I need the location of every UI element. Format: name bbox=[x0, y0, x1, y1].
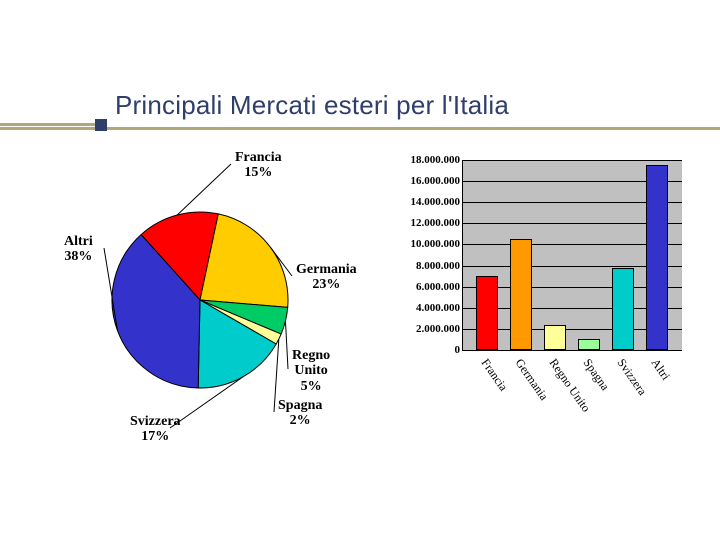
y-axis-tick-label: 12.000.000 bbox=[390, 217, 460, 229]
y-axis-tick-label: 10.000.000 bbox=[390, 238, 460, 250]
y-axis-tick-label: 4.000.000 bbox=[390, 302, 460, 314]
y-axis-tick-label: 0 bbox=[390, 344, 460, 356]
pie-leader bbox=[177, 164, 231, 215]
x-axis-label: Germania bbox=[512, 356, 551, 403]
pie-slice-label: Spagna2% bbox=[278, 398, 322, 429]
x-axis-label: Altri bbox=[648, 356, 673, 383]
pie-svg bbox=[30, 150, 375, 450]
pie-slice-label: Francia15% bbox=[235, 150, 282, 181]
bar bbox=[646, 165, 668, 350]
y-axis-tick-label: 14.000.000 bbox=[390, 196, 460, 208]
bar-chart: 0 2.000.000 4.000.000 6.000.000 8.000.000 10.… bbox=[390, 160, 700, 450]
charts-container: Francia15%Germania23%RegnoUnito5%Spagna2… bbox=[30, 150, 710, 470]
grid-line bbox=[462, 160, 682, 161]
bar bbox=[510, 239, 532, 350]
x-axis-label: Svizzera bbox=[614, 356, 650, 398]
y-axis-tick-label: 6.000.000 bbox=[390, 281, 460, 293]
y-axis-tick-label: 8.000.000 bbox=[390, 260, 460, 272]
bar bbox=[612, 268, 634, 350]
y-axis-tick-label: 18.000.000 bbox=[390, 154, 460, 166]
bar bbox=[476, 276, 498, 350]
x-axis bbox=[462, 350, 682, 351]
pie-chart: Francia15% Germania23% RegnoUnito5% Spagna2… bbox=[30, 150, 375, 450]
pie-slice-label: Altri38% bbox=[64, 234, 93, 265]
x-axis-label: Spagna bbox=[580, 356, 613, 394]
slide-title: Principali Mercati esteri per l'Italia bbox=[115, 90, 509, 121]
bar bbox=[578, 339, 600, 350]
bar-plot-area bbox=[462, 160, 682, 350]
title-rule-bottom bbox=[0, 127, 720, 130]
bar bbox=[544, 325, 566, 350]
pie-slice-label: RegnoUnito5% bbox=[292, 348, 330, 394]
pie-slice-label: Germania23% bbox=[296, 262, 357, 293]
y-axis bbox=[462, 160, 463, 350]
y-axis-tick-label: 16.000.000 bbox=[390, 175, 460, 187]
title-accent-square bbox=[95, 119, 107, 131]
x-axis-label: Francia bbox=[478, 356, 511, 394]
pie-slice-label: Svizzera17% bbox=[130, 414, 181, 445]
pie-leader bbox=[285, 321, 288, 369]
title-rule-top bbox=[0, 123, 105, 126]
y-axis-tick-label: 2.000.000 bbox=[390, 323, 460, 335]
